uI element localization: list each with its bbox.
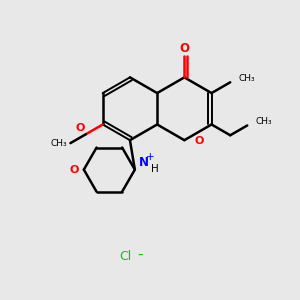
Text: Cl: Cl (119, 250, 132, 262)
Text: -: - (137, 247, 143, 262)
Text: O: O (194, 136, 203, 146)
Text: N: N (139, 156, 149, 169)
Text: CH₃: CH₃ (51, 139, 68, 148)
Text: O: O (179, 42, 189, 55)
Text: O: O (75, 123, 85, 133)
Text: CH₃: CH₃ (255, 117, 272, 126)
Text: CH₃: CH₃ (238, 74, 255, 83)
Text: +: + (146, 152, 154, 162)
Text: O: O (70, 165, 79, 175)
Text: H: H (151, 164, 158, 174)
